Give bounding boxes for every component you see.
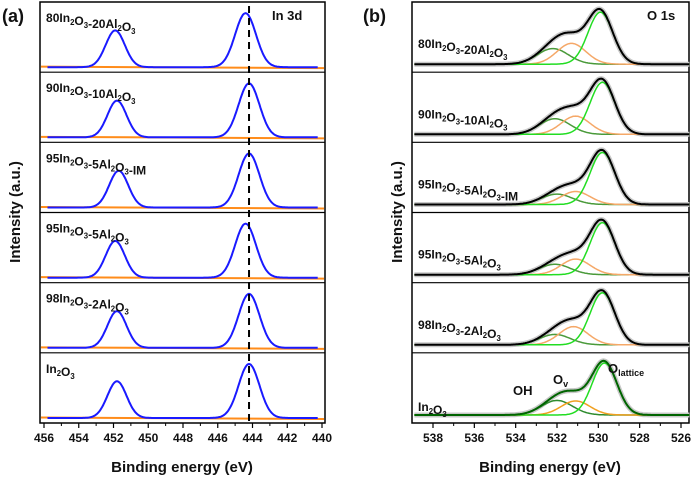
- fitted-envelope-line: [414, 7, 690, 66]
- fitted-envelope-line: [414, 148, 690, 206]
- olattice-component: [414, 81, 690, 136]
- olattice-annotation: Olattice: [608, 361, 644, 378]
- fitted-envelope-line: [414, 218, 690, 276]
- spectrum-line: [47, 292, 318, 349]
- x-tick-label: 446: [208, 431, 228, 445]
- panel-a-label: (a): [2, 6, 24, 26]
- sample-label: 95In2O3-5Al2O3: [418, 248, 501, 273]
- sample-label: 95In2O3-5Al2O3-IM: [46, 151, 146, 177]
- x-axis-label: Binding energy (eV): [111, 459, 253, 476]
- x-tick-label: 442: [277, 431, 297, 445]
- fitted-envelope-line: [414, 359, 690, 416]
- x-tick-label: 456: [34, 431, 54, 445]
- x-tick-label: 440: [312, 431, 332, 445]
- spectrum-line: [47, 362, 318, 419]
- x-tick-label: 534: [506, 431, 526, 445]
- spectrum-line: [47, 222, 318, 279]
- x-tick-label: 536: [464, 431, 484, 445]
- olattice-component: [414, 362, 690, 416]
- sample-label: 98In2O3-2Al2O3: [418, 318, 501, 343]
- x-tick-label: 454: [69, 431, 89, 445]
- sample-label: In2O3: [46, 362, 75, 381]
- oh-annotation: OH: [513, 383, 533, 398]
- x-axis-label: Binding energy (eV): [479, 459, 621, 476]
- spectrum-line: [47, 82, 318, 139]
- x-tick-label: 528: [630, 431, 650, 445]
- ov-annotation: Ov: [553, 372, 568, 389]
- y-axis-label: Intensity (a.u.): [389, 161, 406, 263]
- sample-label: 95In2O3-5Al2O3-IM: [418, 178, 518, 204]
- panel-b-label: (b): [363, 6, 386, 26]
- sample-label: 80In2O3-20Al2O3: [418, 37, 508, 62]
- olattice-component: [414, 151, 690, 206]
- spectrum-line: [47, 152, 318, 209]
- x-tick-label: 530: [588, 431, 608, 445]
- y-axis-label: Intensity (a.u.): [7, 161, 24, 263]
- sample-label: In2O3: [418, 400, 447, 419]
- x-tick-label: 538: [423, 431, 443, 445]
- panel-a-title: In 3d: [272, 8, 302, 23]
- x-tick-label: 448: [173, 431, 193, 445]
- sample-label: 80In2O3-20Al2O3: [46, 11, 136, 36]
- x-tick-label: 452: [103, 431, 123, 445]
- x-tick-label: 450: [138, 431, 158, 445]
- x-tick-label: 444: [242, 431, 262, 445]
- sample-label: 95In2O3-5Al2O3: [46, 222, 129, 247]
- panel-b-title: O 1s: [647, 8, 675, 23]
- spectrum-line: [47, 12, 318, 69]
- x-tick-label: 526: [671, 431, 691, 445]
- sample-label: 90In2O3-10Al2O3: [418, 107, 508, 132]
- sample-label: 90In2O3-10Al2O3: [46, 81, 136, 106]
- sample-label: 98In2O3-2Al2O3: [46, 292, 129, 317]
- x-tick-label: 532: [547, 431, 567, 445]
- olattice-component: [414, 221, 690, 276]
- olattice-component: [414, 292, 690, 346]
- fitted-envelope-line: [414, 289, 690, 346]
- raw-data-points: [414, 358, 690, 418]
- fitted-envelope-line: [414, 77, 690, 136]
